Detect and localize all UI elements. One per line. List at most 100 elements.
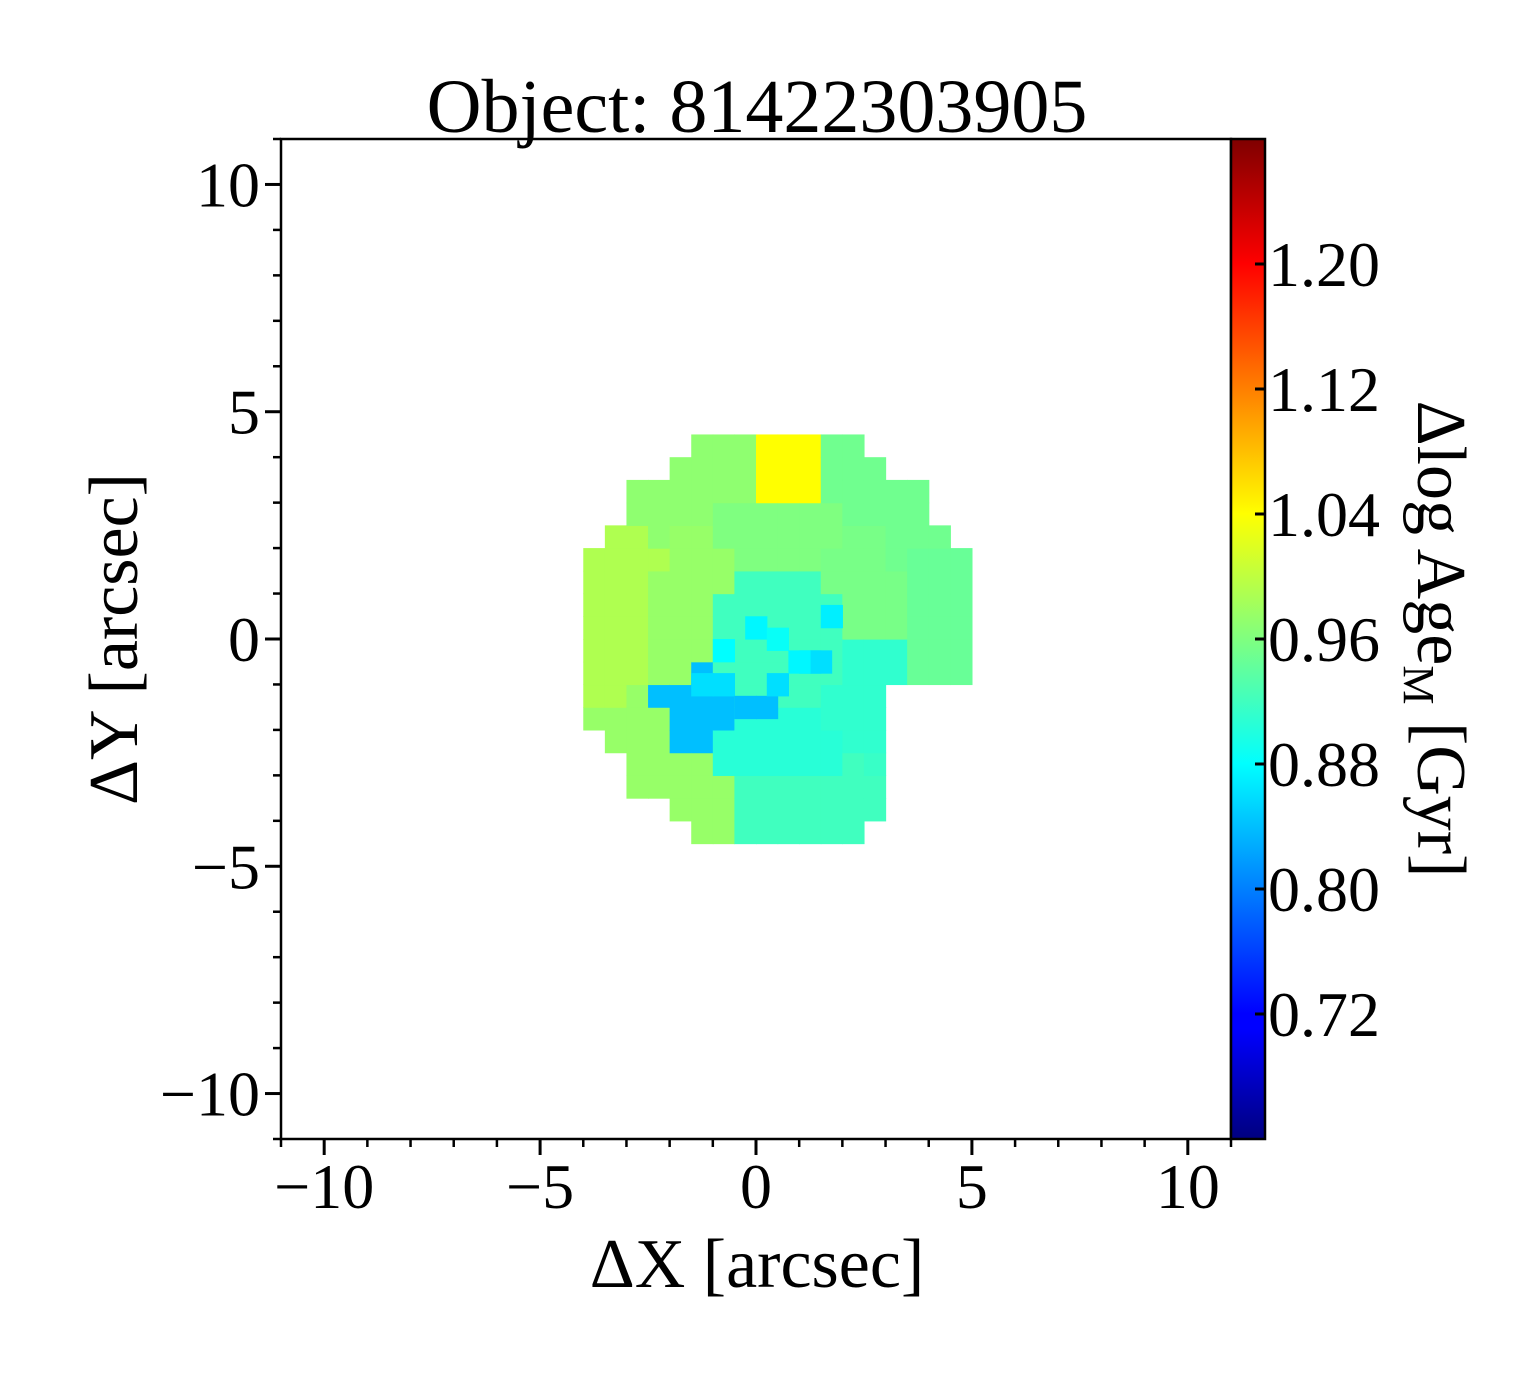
colorbar-tick-label: 0.72 xyxy=(1268,979,1380,1050)
y-axis-label: ΔY [arcsec] xyxy=(76,473,153,805)
map-pixel xyxy=(950,639,973,663)
map-pixel xyxy=(669,479,692,504)
map-pixel xyxy=(777,707,800,731)
map-pixel xyxy=(907,525,930,549)
map-pixel xyxy=(928,639,951,663)
x-tick-label: 5 xyxy=(956,1151,988,1222)
map-pixel xyxy=(799,707,822,731)
map-pixel xyxy=(842,798,865,822)
x-axis-label: ΔX [arcsec] xyxy=(590,1226,925,1303)
map-pixel xyxy=(799,593,822,617)
map-pixel xyxy=(691,434,714,458)
map-pixel xyxy=(583,707,606,731)
map-pixel xyxy=(928,593,951,617)
map-pixel xyxy=(691,820,714,845)
map-pixel xyxy=(756,457,779,481)
map-pixel xyxy=(712,616,736,640)
map-pixel xyxy=(842,707,865,731)
map-pixel xyxy=(669,502,692,526)
map-pixel xyxy=(777,434,800,458)
map-pixel xyxy=(734,525,757,549)
map-pixel xyxy=(928,525,951,549)
map-pixel xyxy=(842,775,865,799)
map-pixel xyxy=(842,661,865,686)
map-pixel xyxy=(691,798,714,822)
map-pixel xyxy=(842,434,865,458)
map-pixel xyxy=(799,570,822,595)
map-pixel xyxy=(842,752,865,776)
map-pixel xyxy=(756,593,779,617)
map-pixel xyxy=(648,684,671,708)
map-pixel xyxy=(907,661,930,686)
map-pixel xyxy=(907,616,930,640)
map-pixel xyxy=(691,479,714,504)
map-pixel xyxy=(648,752,671,776)
map-pixel xyxy=(756,752,779,776)
map-pixel xyxy=(691,752,714,776)
colorbar-tick-label: 1.04 xyxy=(1268,479,1380,550)
map-cell xyxy=(745,616,768,640)
map-pixel xyxy=(863,616,887,640)
map-pixel xyxy=(907,639,930,663)
map-pixel xyxy=(777,729,800,754)
map-pixel xyxy=(626,707,649,731)
map-pixel xyxy=(734,661,757,686)
y-tick-label: −10 xyxy=(160,1059,260,1130)
map-cell xyxy=(766,627,789,651)
map-pixel xyxy=(604,593,628,617)
map-pixel xyxy=(842,502,865,526)
map-pixel xyxy=(820,457,843,481)
map-pixel xyxy=(648,593,671,617)
map-pixel xyxy=(669,525,692,549)
map-pixel xyxy=(863,548,887,572)
map-pixel xyxy=(604,707,628,731)
map-pixel xyxy=(863,639,887,663)
map-pixel xyxy=(648,639,671,663)
map-pixel xyxy=(820,570,843,595)
map-pixel xyxy=(734,434,757,458)
map-pixel xyxy=(669,684,692,708)
map-pixel xyxy=(712,752,736,776)
map-pixel xyxy=(799,548,822,572)
map-pixel xyxy=(691,707,714,731)
map-pixel xyxy=(928,661,951,686)
map-pixel xyxy=(669,457,692,481)
map-pixel xyxy=(907,593,930,617)
map-pixel xyxy=(820,684,843,708)
map-pixel xyxy=(734,570,757,595)
map-pixel xyxy=(604,616,628,640)
map-pixel xyxy=(907,570,930,595)
map-pixel xyxy=(712,775,736,799)
map-pixel xyxy=(777,820,800,845)
map-pixel xyxy=(863,525,887,549)
axes: −10 −5 0 5 10 −10 −5 0 5 10 xyxy=(160,137,1233,1222)
map-pixel xyxy=(626,729,649,754)
map-pixel xyxy=(928,548,951,572)
map-pixel xyxy=(885,570,908,595)
map-pixel xyxy=(604,684,628,708)
map-pixel xyxy=(777,502,800,526)
map-pixel xyxy=(691,570,714,595)
map-pixel xyxy=(583,570,606,595)
map-pixel xyxy=(799,525,822,549)
map-pixel xyxy=(777,548,800,572)
map-pixel xyxy=(691,457,714,481)
map-pixel xyxy=(820,502,843,526)
colorbar-tick-label: 1.12 xyxy=(1268,354,1380,425)
map-pixel xyxy=(950,570,973,595)
colorbar-label-main: Δlog Age xyxy=(1402,401,1479,666)
map-pixel xyxy=(799,502,822,526)
map-pixel xyxy=(691,502,714,526)
map-cell xyxy=(788,650,811,674)
map-pixel xyxy=(863,593,887,617)
map-pixel xyxy=(863,661,887,686)
map-pixel xyxy=(648,502,671,526)
map-pixel xyxy=(669,798,692,822)
map-pixel xyxy=(928,570,951,595)
colorbar-label-unit: [Gyr] xyxy=(1402,704,1479,877)
colorbar-label: Δlog AgeM [Gyr] xyxy=(1394,401,1479,878)
map-pixel xyxy=(583,593,606,617)
map-pixel xyxy=(669,548,692,572)
map-pixel xyxy=(842,457,865,481)
map-pixel xyxy=(604,661,628,686)
